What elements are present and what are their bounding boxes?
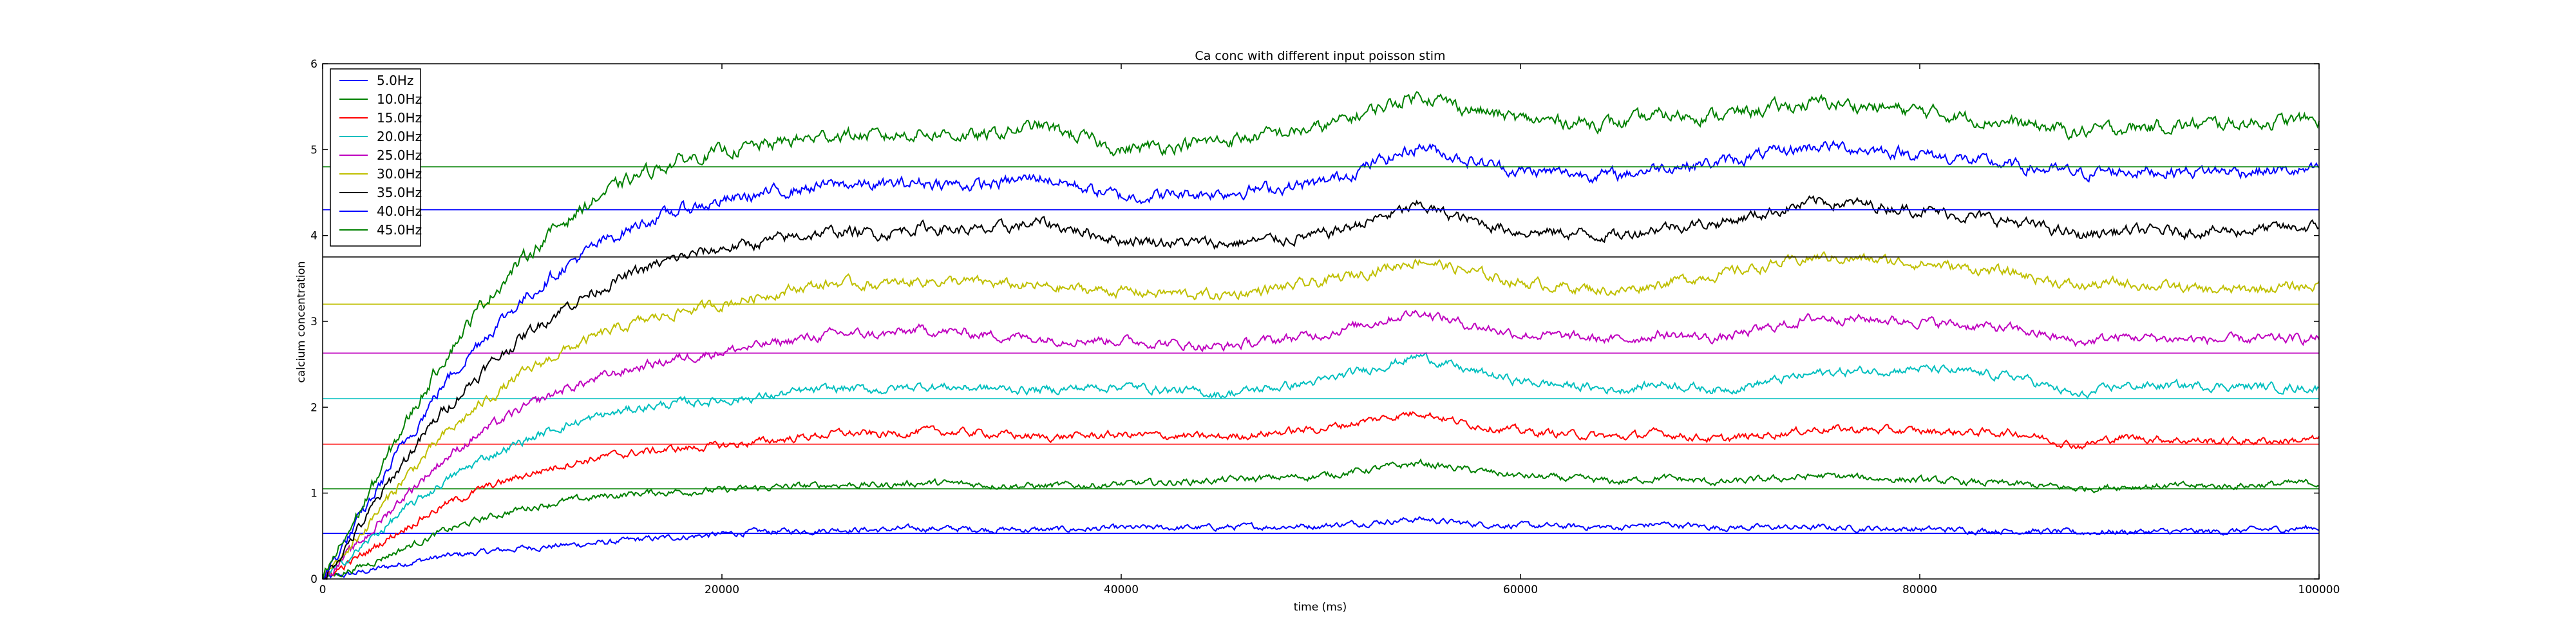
y-tick-label: 2 <box>310 401 317 414</box>
y-tick-label: 4 <box>310 230 317 243</box>
series-line <box>323 352 2320 580</box>
series-line <box>323 309 2320 580</box>
legend-box <box>330 68 421 247</box>
legend-label: 15.0Hz <box>377 110 422 126</box>
legend-label: 35.0Hz <box>377 185 422 200</box>
legend-label: 5.0Hz <box>377 73 413 88</box>
x-tick-label: 40000 <box>1104 583 1139 596</box>
x-axis-label: time (ms) <box>1294 601 1347 614</box>
y-tick-label: 6 <box>310 58 317 71</box>
x-tick-label: 80000 <box>1902 583 1937 596</box>
legend-label: 10.0Hz <box>377 91 422 107</box>
legend-label: 30.0Hz <box>377 166 422 182</box>
legend-label: 40.0Hz <box>377 204 422 219</box>
chart-title: Ca conc with different input poisson sti… <box>1195 49 1445 63</box>
series-line <box>322 195 2320 580</box>
series-line <box>322 411 2320 580</box>
y-tick-label: 0 <box>310 573 317 586</box>
x-tick-label: 100000 <box>2298 583 2340 596</box>
legend-label: 25.0Hz <box>377 147 422 163</box>
series-line <box>323 139 2320 580</box>
series-line <box>322 251 2320 580</box>
x-tick-label: 60000 <box>1503 583 1538 596</box>
y-tick-label: 1 <box>310 488 317 500</box>
legend-label: 45.0Hz <box>377 222 422 238</box>
series-line <box>323 516 2320 580</box>
plot-area: 0 20000 40000 60000 80000 100000 0 1 2 3 4 5 6 <box>310 58 2340 596</box>
series-line <box>322 91 2320 580</box>
legend: 5.0Hz 10.0Hz 15.0Hz 20.0Hz 25.0Hz 30.0Hz 35.0H… <box>330 68 422 247</box>
y-tick-label: 3 <box>310 316 317 328</box>
x-tick-label: 0 <box>319 583 327 596</box>
y-axis-label: calcium concentration <box>295 261 308 383</box>
legend-label: 20.0Hz <box>377 129 422 144</box>
x-tick-label: 20000 <box>705 583 739 596</box>
series-line <box>322 458 2320 580</box>
y-tick-label: 5 <box>310 144 317 156</box>
